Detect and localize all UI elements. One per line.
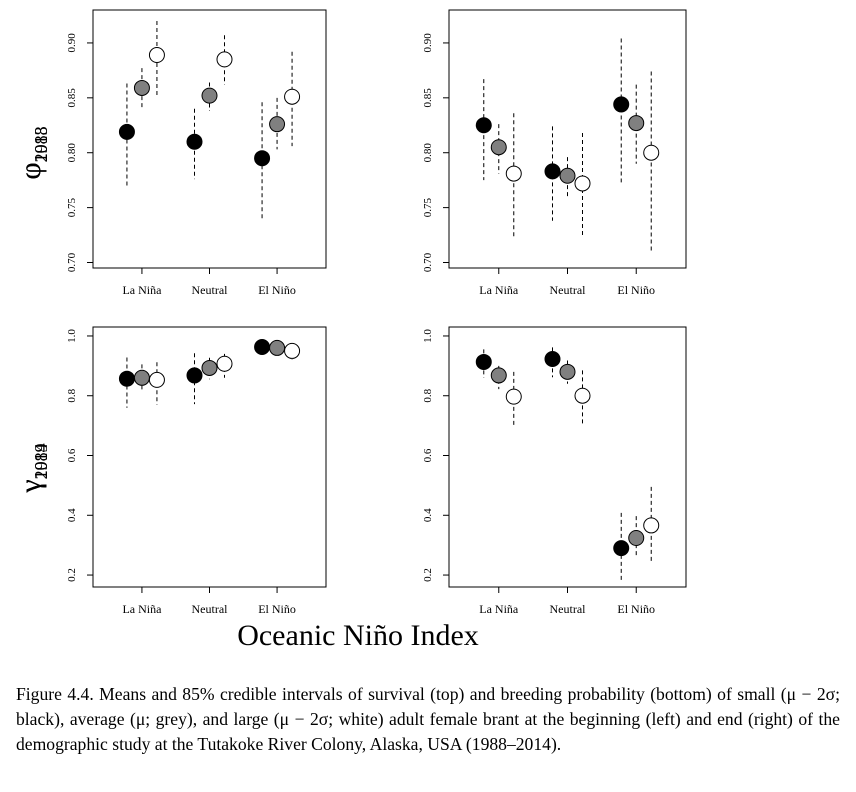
y-tick-label: 0.80	[66, 143, 78, 163]
y-tick-label: 0.90	[66, 33, 78, 53]
x-tick-label: La Niña	[479, 602, 519, 616]
point-small-0	[118, 123, 135, 140]
point-large-0	[148, 47, 165, 64]
point-small-2	[254, 339, 271, 356]
x-tick-label: La Niña	[122, 602, 162, 616]
point-average-2	[269, 339, 286, 356]
point-small-2	[254, 150, 271, 167]
x-tick-label: Neutral	[550, 602, 587, 616]
point-large-1	[574, 387, 591, 404]
y-axis-label: γ1989	[14, 443, 51, 493]
point-large-0	[148, 371, 165, 388]
x-tick-label: Neutral	[550, 283, 587, 297]
x-tick-label: El Niño	[258, 283, 296, 297]
point-large-0	[505, 388, 522, 405]
y-tick-label: 0.70	[422, 252, 434, 272]
point-small-2	[613, 540, 630, 557]
point-average-0	[133, 369, 150, 386]
point-average-1	[201, 359, 218, 376]
y-tick-label: 0.85	[66, 88, 78, 108]
y-tick-label: 0.8	[422, 388, 434, 402]
point-small-1	[186, 133, 203, 150]
y-tick-label: 0.75	[422, 197, 434, 217]
point-small-1	[544, 350, 561, 367]
y-axis-label-symbol: γ	[14, 479, 47, 493]
y-tick-label: 0.90	[422, 33, 434, 53]
y-tick-label: 0.4	[422, 508, 434, 522]
point-average-2	[269, 116, 286, 133]
point-large-2	[284, 342, 301, 359]
y-tick-label: 1.0	[422, 329, 434, 343]
point-large-2	[643, 144, 660, 161]
point-average-1	[559, 363, 576, 380]
x-tick-label: El Niño	[617, 602, 655, 616]
y-axis-label-subscript: 2014	[31, 443, 51, 479]
plot-frame	[448, 9, 687, 269]
y-axis-label-symbol: φ	[14, 162, 47, 179]
point-average-0	[133, 79, 150, 96]
point-small-2	[613, 96, 630, 113]
y-axis-label: φ2013	[14, 126, 51, 179]
point-large-1	[216, 355, 233, 372]
x-tick-label: La Niña	[479, 283, 519, 297]
y-tick-label: 0.2	[66, 568, 78, 582]
point-small-1	[186, 367, 203, 384]
y-tick-label: 0.75	[66, 197, 78, 217]
point-large-2	[284, 88, 301, 105]
y-axis-label: γ2014	[14, 443, 51, 493]
x-tick-label: El Niño	[617, 283, 655, 297]
x-tick-label: Neutral	[192, 602, 229, 616]
figure-panels: 0.70 0.75 0.80 0.85 0.90 La Niña Neutral El Niñ…	[14, 9, 687, 652]
x-axis-title: Oceanic Niño Index	[237, 619, 479, 652]
x-tick-label: La Niña	[122, 283, 162, 297]
y-tick-label: 0.8	[66, 388, 78, 402]
point-small-0	[475, 117, 492, 134]
y-axis-label-subscript: 1988	[31, 126, 51, 162]
point-large-1	[216, 51, 233, 68]
y-axis-label-symbol: φ	[14, 162, 47, 179]
point-large-2	[643, 517, 660, 534]
point-average-2	[628, 529, 645, 546]
point-small-0	[475, 353, 492, 370]
y-tick-label: 0.80	[422, 143, 434, 163]
y-axis-label-symbol: γ	[14, 479, 47, 493]
point-average-2	[628, 115, 645, 132]
point-small-0	[118, 370, 135, 387]
point-small-1	[544, 163, 561, 180]
y-tick-label: 0.2	[422, 568, 434, 582]
x-tick-label: El Niño	[258, 602, 296, 616]
y-tick-label: 0.85	[422, 88, 434, 108]
x-tick-label: Neutral	[192, 283, 229, 297]
figure-caption: Figure 4.4. Means and 85% credible inter…	[16, 684, 840, 754]
y-axis-label-subscript: 2013	[31, 126, 51, 162]
y-axis-label-subscript: 1989	[31, 443, 51, 479]
panel-phi2013: 0.70 0.75 0.80 0.85 0.90 La Niña Neutral El Niñ…	[14, 9, 687, 297]
point-large-0	[505, 165, 522, 182]
point-average-0	[490, 139, 507, 156]
y-tick-label: 0.4	[66, 508, 78, 522]
y-axis-label: φ1988	[14, 126, 51, 179]
y-tick-label: 0.6	[422, 448, 434, 462]
y-tick-label: 1.0	[66, 329, 78, 343]
y-tick-label: 0.70	[66, 252, 78, 272]
point-average-0	[490, 367, 507, 384]
panel-gamma1989: 0.2 0.4 0.6 0.8 1.0 La Niña Neutral El Niño γ198…	[14, 326, 327, 616]
panel-phi1988: 0.70 0.75 0.80 0.85 0.90 La Niña Neutral El Niñ…	[14, 9, 327, 297]
panel-gamma2014: 0.2 0.4 0.6 0.8 1.0 La Niña Neutral El Niño γ201…	[14, 326, 687, 616]
point-average-1	[559, 167, 576, 184]
point-average-1	[201, 87, 218, 104]
y-tick-label: 0.6	[66, 448, 78, 462]
point-large-1	[574, 175, 591, 192]
